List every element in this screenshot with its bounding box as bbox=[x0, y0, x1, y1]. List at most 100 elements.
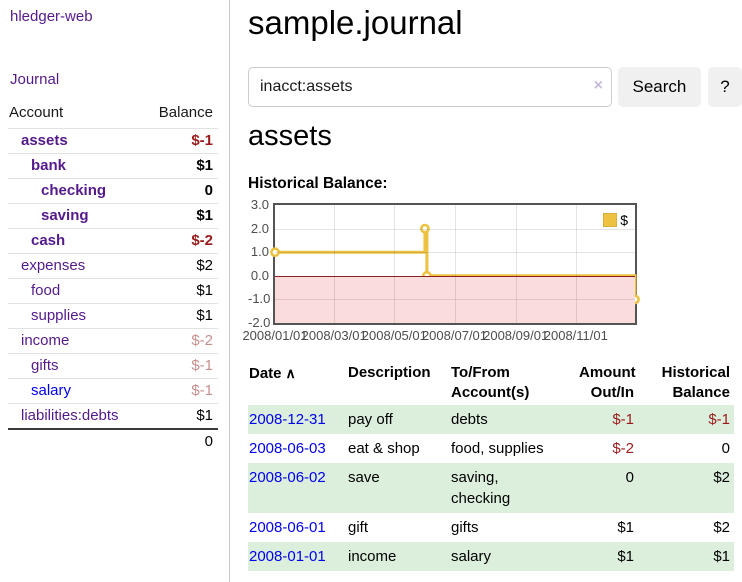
sidebar-account-row: cash$-2 bbox=[8, 228, 218, 253]
sidebar-account-row: assets$-1 bbox=[8, 128, 218, 153]
register-table: Date∧ Description To/From Account(s) Amo… bbox=[248, 357, 734, 571]
y-tick-label: 3.0 bbox=[248, 197, 269, 212]
v-gridline bbox=[576, 205, 577, 323]
column-header-amount: Amount Out/In bbox=[578, 357, 634, 405]
register-amount-cell: $1 bbox=[578, 542, 634, 571]
transaction-date-link[interactable]: 2008-12-31 bbox=[249, 411, 326, 428]
transaction-date-link[interactable]: 2008-06-02 bbox=[249, 469, 326, 486]
v-gridline bbox=[516, 205, 517, 323]
account-balance: 0 bbox=[205, 182, 218, 200]
sidebar-account-link[interactable]: food bbox=[8, 282, 196, 300]
account-balance: $1 bbox=[196, 307, 218, 325]
transaction-date-link[interactable]: 2008-01-01 bbox=[249, 548, 326, 565]
legend-swatch-icon bbox=[603, 213, 617, 227]
sidebar-account-link[interactable]: bank bbox=[8, 157, 196, 175]
column-header-date[interactable]: Date∧ bbox=[248, 357, 347, 405]
account-balance: $1 bbox=[196, 207, 218, 225]
sidebar-account-link[interactable]: checking bbox=[8, 182, 205, 200]
clear-search-icon[interactable]: × bbox=[594, 78, 603, 94]
v-gridline bbox=[334, 205, 335, 323]
register-row: 2008-01-01incomesalary$1$1 bbox=[248, 542, 734, 571]
accounts-total: 0 bbox=[8, 428, 218, 453]
register-accounts-cell: food, supplies bbox=[450, 434, 578, 463]
account-balance: $1 bbox=[196, 407, 218, 425]
register-description-cell: save bbox=[347, 463, 450, 513]
register-row: 2008-06-03 eat & shopfood, supplies$-20 bbox=[248, 434, 734, 463]
register-date-cell: 2008-01-01 bbox=[248, 542, 347, 571]
sidebar-account-row: bank$1 bbox=[8, 153, 218, 178]
account-balance: $-1 bbox=[191, 132, 218, 150]
register-amount-cell: 0 bbox=[578, 463, 634, 513]
help-button[interactable]: ? bbox=[708, 67, 742, 107]
sidebar-account-row: food$1 bbox=[8, 278, 218, 303]
sidebar-account-link[interactable]: assets bbox=[8, 132, 191, 150]
register-date-cell: 2008-06-03 bbox=[248, 434, 347, 463]
account-balance: $2 bbox=[196, 257, 218, 275]
accounts-list: assets$-1bank$1checking0saving$1cash$-2e… bbox=[8, 128, 218, 428]
accounts-header-account: Account bbox=[9, 104, 63, 121]
register-accounts-cell: gifts bbox=[450, 513, 578, 542]
main-content: sample.journal × Search ? assets Histori… bbox=[248, 0, 742, 582]
chart-plot-area: $ bbox=[273, 203, 637, 325]
transaction-date-link[interactable]: 2008-06-03 bbox=[249, 440, 326, 457]
sidebar-item-journal[interactable]: Journal bbox=[10, 71, 59, 88]
account-balance: $1 bbox=[196, 157, 218, 175]
x-tick-label: 2008/11/01 bbox=[534, 328, 618, 343]
search-bar: × Search ? bbox=[248, 67, 742, 107]
accounts-table: Account Balance assets$-1bank$1checking0… bbox=[8, 102, 218, 453]
account-heading: assets bbox=[248, 120, 332, 153]
sidebar-account-row: saving$1 bbox=[8, 203, 218, 228]
account-balance: $-1 bbox=[191, 357, 218, 375]
register-row: 2008-12-31pay offdebts$-1$-1 bbox=[248, 405, 734, 434]
y-tick-label: 0.0 bbox=[248, 268, 269, 283]
register-date-cell: 2008-06-02 bbox=[248, 463, 347, 513]
register-description-cell: eat & shop bbox=[347, 434, 450, 463]
sidebar-account-link[interactable]: saving bbox=[8, 207, 196, 225]
sidebar-account-link[interactable]: income bbox=[8, 332, 191, 350]
register-table-header: Date∧ Description To/From Account(s) Amo… bbox=[248, 357, 734, 405]
sidebar-account-link[interactable]: supplies bbox=[8, 307, 196, 325]
sidebar-account-row: salary$-1 bbox=[8, 378, 218, 403]
sidebar-account-link[interactable]: expenses bbox=[8, 257, 196, 275]
register-date-cell: 2008-12-31 bbox=[248, 405, 347, 434]
register-balance-cell: 0 bbox=[634, 434, 734, 463]
sidebar-account-row: income$-2 bbox=[8, 328, 218, 353]
register-amount-cell: $1 bbox=[578, 513, 634, 542]
column-header-description: Description bbox=[347, 357, 450, 405]
register-balance-cell: $-1 bbox=[634, 405, 734, 434]
y-tick-label: 2.0 bbox=[248, 221, 269, 236]
sidebar-account-row: gifts$-1 bbox=[8, 353, 218, 378]
register-balance-cell: $1 bbox=[634, 542, 734, 571]
v-gridline bbox=[455, 205, 456, 323]
accounts-table-header: Account Balance bbox=[8, 102, 218, 128]
search-input[interactable] bbox=[248, 67, 612, 107]
page-title: sample.journal bbox=[248, 4, 463, 42]
y-tick-label: -1.0 bbox=[248, 291, 269, 306]
sidebar-account-row: liabilities:debts$1 bbox=[8, 403, 218, 428]
register-date-cell: 2008-06-01 bbox=[248, 513, 347, 542]
register-accounts-cell: saving, checking bbox=[450, 463, 578, 513]
register-accounts-cell: debts bbox=[450, 405, 578, 434]
chart-title: Historical Balance: bbox=[248, 175, 388, 193]
search-button[interactable]: Search bbox=[618, 67, 701, 107]
column-header-balance: Historical Balance bbox=[634, 357, 734, 405]
v-gridline bbox=[394, 205, 395, 323]
register-row: 2008-06-02savesaving, checking0$2 bbox=[248, 463, 734, 513]
account-balance: $1 bbox=[196, 282, 218, 300]
register-description-cell: gift bbox=[347, 513, 450, 542]
transaction-date-link[interactable]: 2008-06-01 bbox=[249, 519, 326, 536]
sidebar-account-link[interactable]: liabilities:debts bbox=[8, 407, 196, 425]
account-balance: $-2 bbox=[191, 232, 218, 250]
register-rows: 2008-12-31pay offdebts$-1$-12008-06-03ea… bbox=[248, 405, 734, 571]
legend-label: $ bbox=[620, 212, 628, 228]
y-tick-label: 1.0 bbox=[248, 244, 269, 259]
sidebar-account-link[interactable]: salary bbox=[8, 382, 191, 400]
account-balance: $-1 bbox=[191, 382, 218, 400]
search-input-wrapper: × bbox=[248, 67, 612, 107]
sidebar-account-link[interactable]: cash bbox=[8, 232, 191, 250]
sidebar-account-link[interactable]: gifts bbox=[8, 357, 191, 375]
column-header-date-label: Date bbox=[249, 365, 282, 382]
register-amount-cell: $-2 bbox=[578, 434, 634, 463]
app-brand-link[interactable]: hledger-web bbox=[10, 8, 93, 25]
register-row: 2008-06-01giftgifts$1$2 bbox=[248, 513, 734, 542]
